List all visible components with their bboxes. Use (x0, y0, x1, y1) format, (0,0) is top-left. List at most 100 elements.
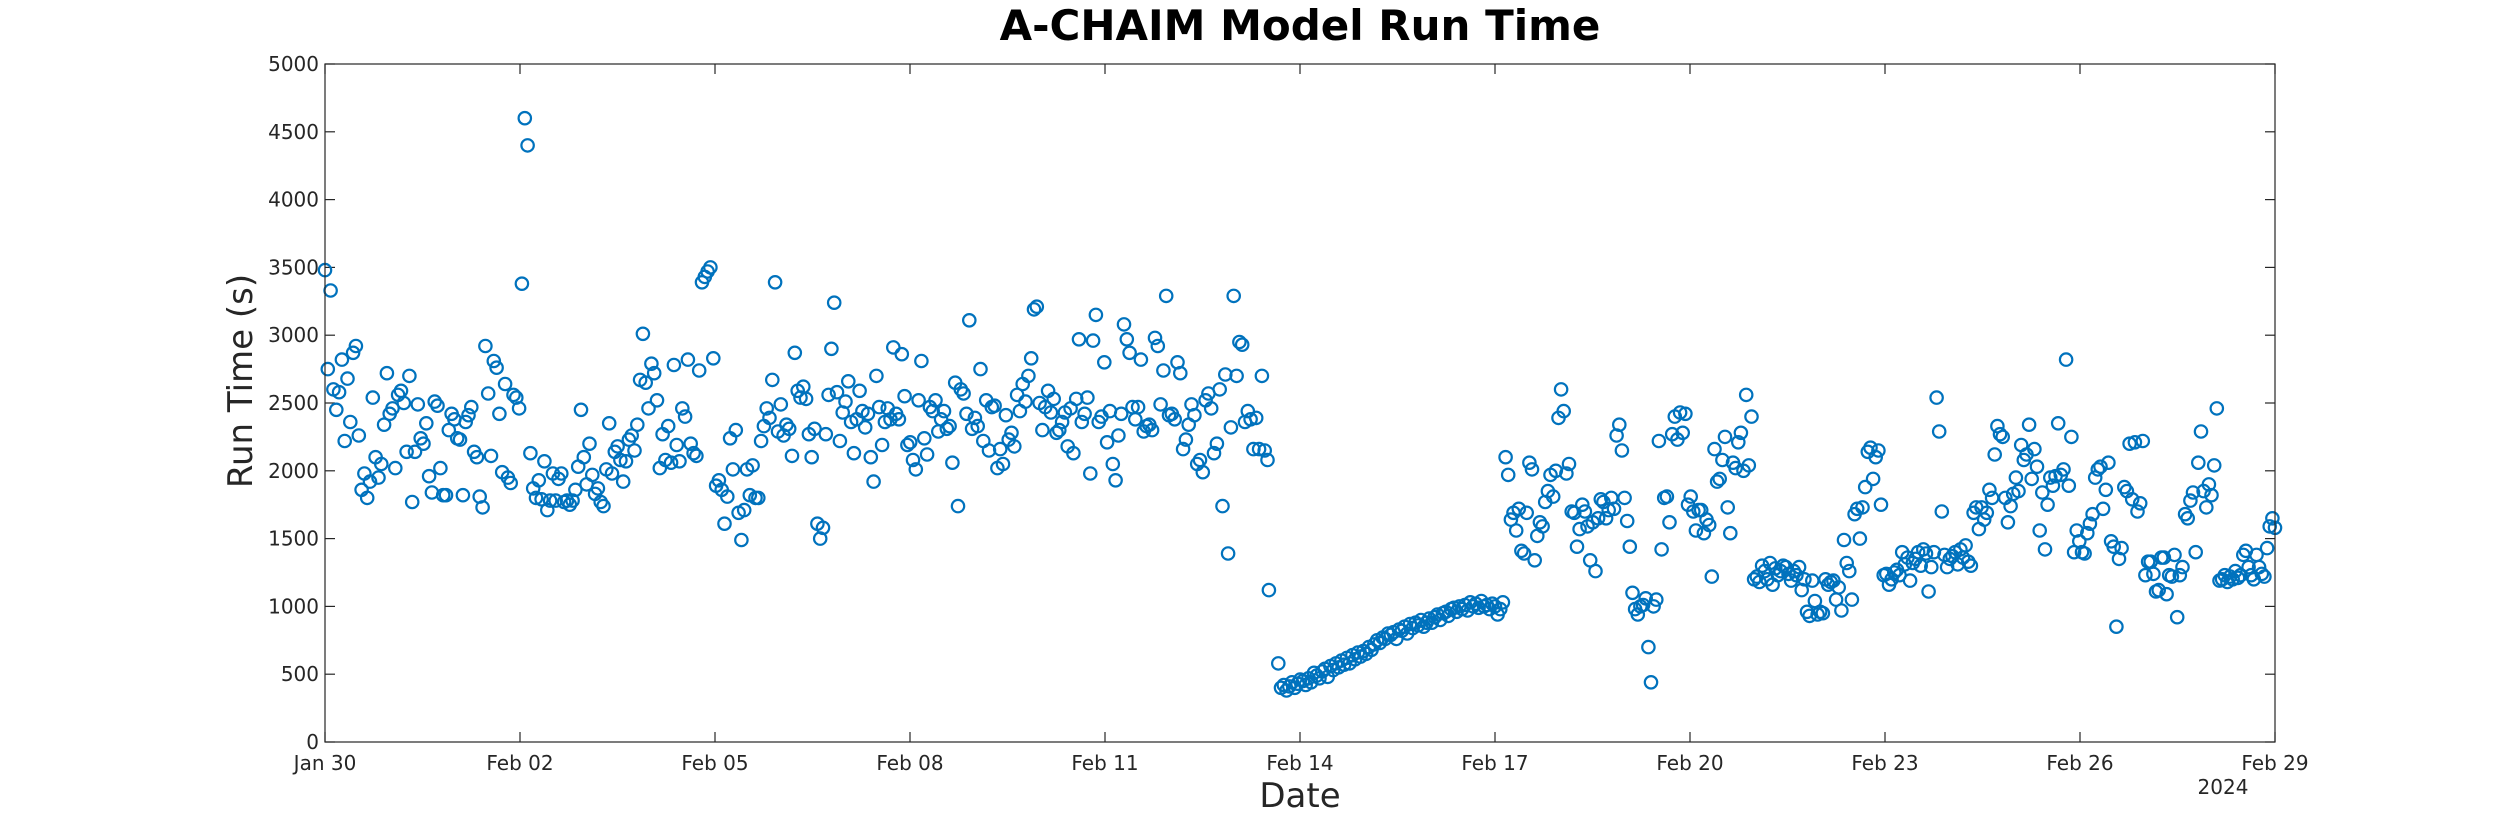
data-point (1733, 425, 1749, 441)
y-tick-label: 2500 (268, 391, 319, 415)
data-point (672, 453, 687, 469)
data-point (821, 387, 836, 403)
data-point (1842, 563, 1857, 579)
data-point (1720, 500, 1735, 515)
data-point (2061, 478, 2077, 493)
data-point (2106, 539, 2121, 554)
data-point (1855, 500, 1870, 515)
data-point (2040, 497, 2055, 512)
data-point (345, 345, 361, 361)
data-point (475, 500, 490, 515)
data-point (2021, 417, 2037, 432)
data-point (359, 490, 375, 506)
data-point (2138, 567, 2153, 583)
data-point (1111, 428, 1126, 443)
x-tick-label: Feb 26 (2046, 751, 2113, 775)
data-point (1588, 563, 1603, 579)
data-point (2172, 567, 2188, 583)
data-point (430, 398, 445, 413)
data-point (1723, 525, 1738, 541)
data-point (2230, 570, 2246, 586)
data-point (1519, 505, 1534, 521)
data-point (506, 387, 521, 403)
data-point (1535, 519, 1550, 534)
data-point (1088, 307, 1104, 323)
data-point (1984, 490, 2000, 506)
data-point (908, 462, 924, 477)
data-point (649, 392, 665, 408)
data-point (2191, 455, 2206, 470)
data-point (1572, 521, 1587, 537)
data-point (1831, 580, 1846, 595)
data-point (486, 353, 502, 369)
data-point (1707, 441, 1722, 457)
data-point (1043, 405, 1059, 420)
y-tick-label: 5000 (268, 52, 319, 76)
data-point (2109, 619, 2124, 634)
data-point (2167, 547, 2182, 563)
data-point (421, 468, 437, 484)
data-point (644, 356, 659, 371)
data-point (365, 390, 381, 405)
data-point (2257, 569, 2272, 584)
data-point (399, 444, 414, 460)
data-point (1556, 403, 1571, 419)
data-point (331, 384, 347, 400)
data-point (376, 417, 392, 432)
data-point (568, 482, 583, 498)
data-point (1113, 406, 1129, 422)
data-point (1023, 350, 1039, 366)
data-point (1641, 639, 1656, 655)
data-point (838, 394, 853, 409)
y-tick-label: 500 (281, 662, 319, 686)
data-point (1054, 414, 1070, 430)
data-point (1261, 582, 1277, 598)
data-points (317, 110, 2283, 698)
data-point (371, 470, 386, 485)
data-point (1619, 513, 1635, 529)
data-point (1612, 417, 1627, 432)
data-point (2164, 569, 2180, 584)
y-tick-label: 3000 (268, 323, 319, 347)
data-point (1577, 504, 1593, 519)
data-point (2008, 470, 2024, 485)
data-point (1617, 490, 1632, 506)
data-point (416, 436, 431, 451)
data-point (1545, 489, 1561, 504)
data-point (2254, 566, 2270, 582)
data-point (818, 426, 834, 442)
data-point (762, 410, 777, 426)
data-point (351, 428, 367, 443)
data-point (1004, 425, 1019, 441)
data-point (677, 409, 693, 424)
data-point (1836, 532, 1852, 548)
data-point (362, 474, 378, 489)
data-point (1077, 406, 1092, 422)
data-point (548, 493, 563, 508)
data-point (936, 403, 952, 419)
data-point (573, 402, 589, 418)
data-point (1130, 399, 1146, 415)
x-tick-label: Feb 17 (1461, 751, 1528, 775)
data-point (1108, 472, 1123, 488)
x-tick-label: Feb 29 (2241, 751, 2308, 775)
data-point (1195, 464, 1211, 480)
data-point (1924, 559, 1939, 575)
data-point (1987, 447, 2002, 462)
data-point (1522, 455, 1537, 470)
x-tick-label: Feb 23 (1851, 751, 1918, 775)
data-point (613, 452, 628, 468)
data-point (2090, 462, 2106, 477)
data-point (385, 401, 400, 416)
data-point (348, 338, 364, 354)
data-point (1006, 439, 1022, 454)
data-point (1074, 414, 1090, 430)
data-point (866, 474, 881, 489)
data-point (542, 493, 558, 508)
data-point (1153, 397, 1168, 412)
data-point (402, 368, 417, 384)
data-point (1873, 497, 1889, 512)
data-point (1902, 573, 1918, 588)
y-tick-label: 1000 (268, 594, 319, 618)
data-point (1508, 523, 1524, 538)
